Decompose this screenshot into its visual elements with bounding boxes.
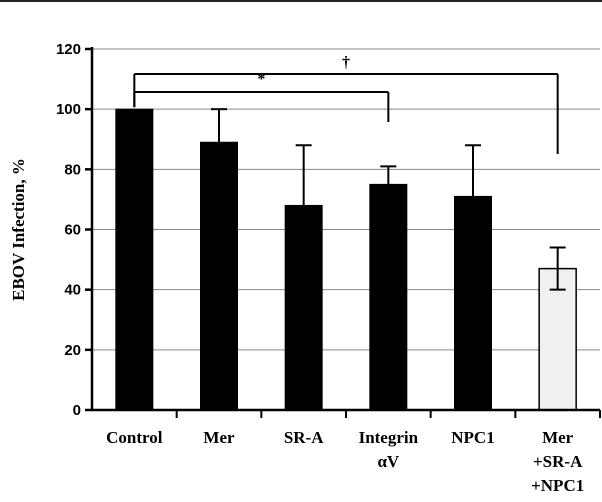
bar <box>369 183 408 411</box>
x-category-label: Mer <box>203 428 235 447</box>
y-tick-label: 60 <box>64 222 81 239</box>
y-tick-label: 80 <box>64 161 81 178</box>
x-category-label: +NPC1 <box>531 476 584 495</box>
x-category-label: Mer <box>542 428 574 447</box>
y-tick-label: 20 <box>64 342 81 359</box>
bar <box>115 108 154 411</box>
x-category-label: αV <box>377 452 399 471</box>
x-category-label: SR-A <box>284 428 324 447</box>
bar <box>200 141 238 411</box>
top-rule <box>0 0 602 2</box>
x-category-label: NPC1 <box>451 428 494 447</box>
asterisk-significance-label: * <box>257 71 265 88</box>
y-axis-title: EBOV Infection, % <box>9 158 28 301</box>
y-tick-label: 120 <box>56 41 81 58</box>
x-category-label: +SR-A <box>533 452 583 471</box>
y-tick-label: 100 <box>56 101 81 118</box>
y-tick-label: 0 <box>73 402 81 419</box>
dagger-significance-label: † <box>342 54 350 71</box>
x-category-label: Integrin <box>359 428 419 447</box>
bar <box>538 267 577 411</box>
x-category-label: Control <box>106 428 163 447</box>
y-tick-label: 40 <box>64 282 81 299</box>
